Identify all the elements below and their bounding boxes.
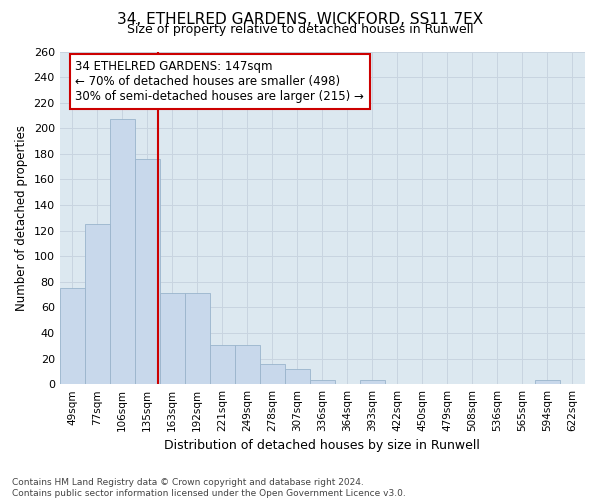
Text: 34 ETHELRED GARDENS: 147sqm
← 70% of detached houses are smaller (498)
30% of se: 34 ETHELRED GARDENS: 147sqm ← 70% of det… bbox=[76, 60, 364, 103]
Bar bbox=[59, 288, 85, 384]
Text: Size of property relative to detached houses in Runwell: Size of property relative to detached ho… bbox=[127, 22, 473, 36]
Bar bbox=[235, 344, 260, 384]
Bar bbox=[310, 380, 335, 384]
Bar bbox=[285, 369, 310, 384]
Text: Contains HM Land Registry data © Crown copyright and database right 2024.
Contai: Contains HM Land Registry data © Crown c… bbox=[12, 478, 406, 498]
Bar bbox=[260, 364, 285, 384]
Bar bbox=[210, 344, 235, 384]
Bar bbox=[360, 380, 385, 384]
Bar bbox=[535, 380, 560, 384]
Bar bbox=[110, 120, 135, 384]
Bar bbox=[185, 294, 210, 384]
Y-axis label: Number of detached properties: Number of detached properties bbox=[15, 125, 28, 311]
Bar bbox=[160, 294, 185, 384]
Bar bbox=[85, 224, 110, 384]
Bar bbox=[135, 159, 160, 384]
Text: 34, ETHELRED GARDENS, WICKFORD, SS11 7EX: 34, ETHELRED GARDENS, WICKFORD, SS11 7EX bbox=[117, 12, 483, 28]
X-axis label: Distribution of detached houses by size in Runwell: Distribution of detached houses by size … bbox=[164, 440, 480, 452]
